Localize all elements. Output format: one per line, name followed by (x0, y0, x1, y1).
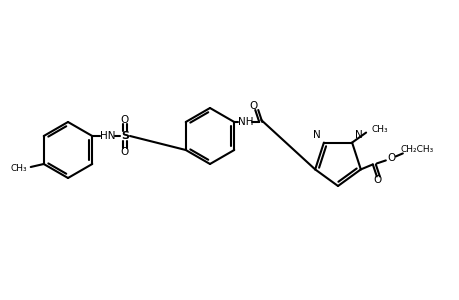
Text: HN: HN (100, 131, 116, 141)
Text: N: N (354, 130, 362, 140)
Text: S: S (121, 131, 129, 141)
Text: NH: NH (238, 117, 253, 127)
Text: N: N (313, 130, 320, 140)
Text: O: O (373, 176, 381, 185)
Text: O: O (121, 147, 129, 157)
Text: CH₃: CH₃ (370, 125, 387, 134)
Text: CH₃: CH₃ (10, 164, 27, 172)
Text: O: O (387, 153, 395, 164)
Text: CH₂CH₃: CH₂CH₃ (399, 145, 432, 154)
Text: O: O (121, 115, 129, 125)
Text: O: O (249, 101, 257, 111)
